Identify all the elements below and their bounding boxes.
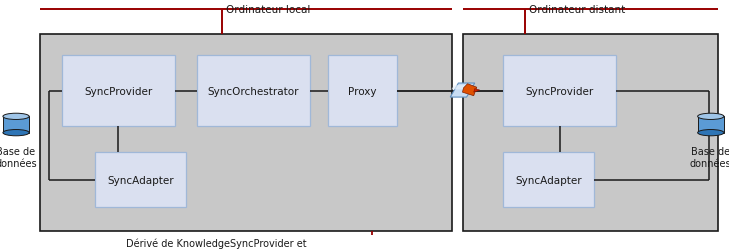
Text: SyncProvider: SyncProvider	[526, 86, 593, 96]
FancyBboxPatch shape	[40, 35, 452, 231]
Text: SyncAdapter: SyncAdapter	[107, 175, 174, 185]
Polygon shape	[451, 84, 475, 98]
Text: SyncOrchestrator: SyncOrchestrator	[208, 86, 299, 96]
Polygon shape	[451, 86, 469, 90]
Text: Base de
données: Base de données	[690, 146, 729, 169]
Ellipse shape	[3, 114, 29, 120]
FancyBboxPatch shape	[62, 56, 175, 126]
Text: SyncProvider: SyncProvider	[85, 86, 152, 96]
Ellipse shape	[698, 114, 724, 120]
FancyBboxPatch shape	[95, 152, 186, 208]
FancyBboxPatch shape	[503, 152, 594, 208]
FancyBboxPatch shape	[197, 56, 310, 126]
Polygon shape	[474, 89, 480, 93]
Bar	[3, 117, 29, 133]
Polygon shape	[462, 84, 477, 96]
FancyBboxPatch shape	[503, 56, 616, 126]
Text: Ordinateur local: Ordinateur local	[226, 5, 311, 15]
FancyBboxPatch shape	[328, 56, 397, 126]
Text: Proxy: Proxy	[348, 86, 377, 96]
Ellipse shape	[3, 130, 29, 136]
Ellipse shape	[698, 130, 724, 136]
Text: Base de
données: Base de données	[0, 146, 37, 169]
FancyBboxPatch shape	[463, 35, 718, 231]
Text: SyncAdapter: SyncAdapter	[515, 175, 582, 185]
Text: Dérivé de KnowledgeSyncProvider et
créé par le développeur de l'application.: Dérivé de KnowledgeSyncProvider et créé …	[109, 238, 306, 250]
Bar	[698, 117, 724, 133]
Text: Ordinateur distant: Ordinateur distant	[529, 5, 625, 15]
